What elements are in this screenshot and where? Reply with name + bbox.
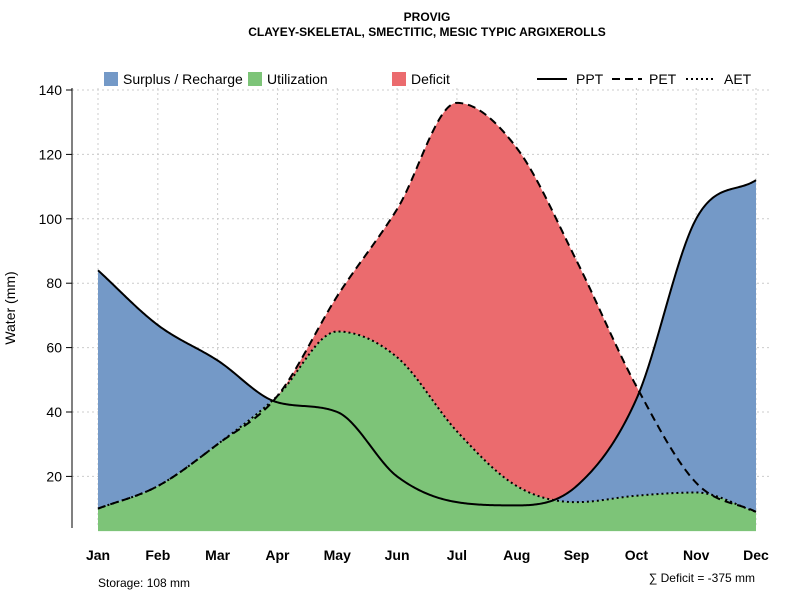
x-tick-label: Mar (205, 547, 230, 563)
legend (104, 72, 716, 86)
series-line-aet (97, 330, 757, 513)
x-tick-label: Sep (564, 547, 590, 563)
legend-swatch (104, 72, 118, 86)
legend-label: Utilization (267, 71, 328, 87)
x-tick-label: Nov (683, 547, 710, 563)
y-tick-label: 80 (46, 275, 62, 291)
x-tick-label: Jul (447, 547, 467, 563)
legend-swatch (392, 72, 406, 86)
x-tick-label: Jun (385, 547, 410, 563)
y-tick-label: 40 (46, 404, 62, 420)
x-tick-label: Dec (743, 547, 769, 563)
y-axis-label: Water (mm) (2, 271, 18, 344)
y-tick-label: 60 (46, 340, 62, 356)
legend-label: Surplus / Recharge (123, 71, 243, 87)
surplus-area (98, 180, 756, 512)
chart-subtitle: CLAYEY-SKELETAL, SMECTITIC, MESIC TYPIC … (248, 25, 606, 39)
y-tick-label: 100 (39, 211, 63, 227)
y-tick-label: 120 (39, 146, 63, 162)
deficit-area (98, 102, 756, 500)
legend-label: AET (724, 71, 752, 87)
x-tick-label: Aug (503, 547, 530, 563)
legend-label: Deficit (411, 71, 450, 87)
series-line-pet (97, 101, 757, 513)
x-tick-label: Jan (86, 547, 110, 563)
series-line-ppt (97, 179, 757, 507)
legend-label: PET (649, 71, 677, 87)
chart-title: PROVIG (404, 10, 451, 24)
x-tick-label: May (324, 547, 351, 563)
storage-annotation: Storage: 108 mm (98, 576, 190, 590)
deficit-annotation: ∑ Deficit = -375 mm (649, 571, 755, 585)
y-tick-label: 140 (39, 82, 63, 98)
x-tick-label: Apr (265, 547, 290, 563)
utilization-area (98, 331, 756, 532)
x-tick-label: Oct (625, 547, 649, 563)
x-tick-label: Feb (145, 547, 170, 563)
y-tick-label: 20 (46, 468, 62, 484)
legend-swatch (248, 72, 262, 86)
legend-label: PPT (576, 71, 604, 87)
